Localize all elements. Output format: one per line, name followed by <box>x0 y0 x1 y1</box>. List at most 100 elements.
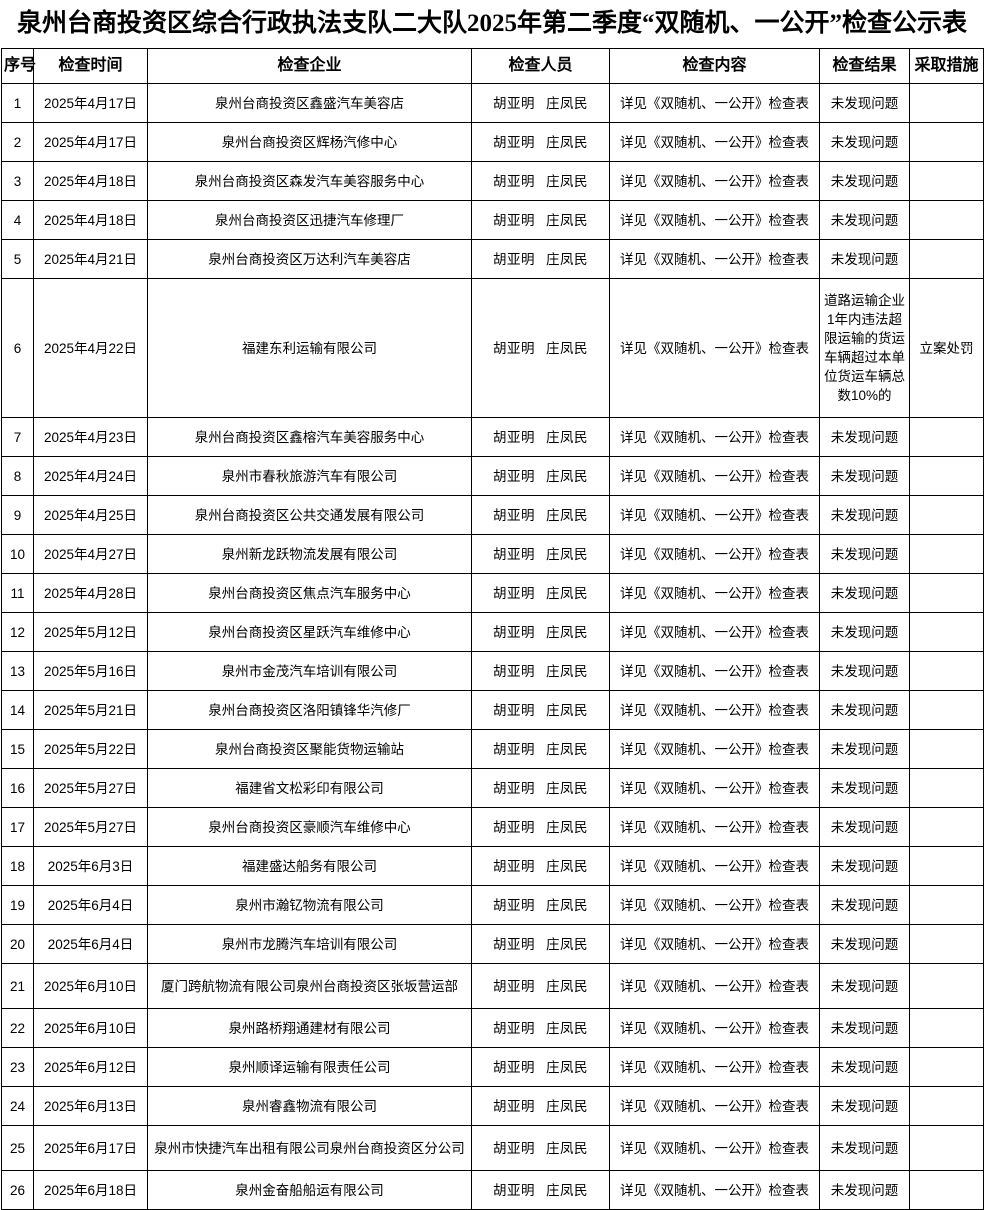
inspector-name-secondary: 庄凤民 <box>546 507 588 523</box>
cell-date: 2025年6月4日 <box>33 885 148 925</box>
inspector-name-secondary: 庄凤民 <box>546 936 588 952</box>
cell-enterprise: 泉州金奋船船运有限公司 <box>147 1170 472 1210</box>
table-row: 24 2025年6月13日 泉州睿鑫物流有限公司 胡亚明 庄凤民 详见《双随机、一公开》检… <box>1 1086 984 1126</box>
table-row: 1 2025年4月17日 泉州台商投资区鑫盛汽车美容店 胡亚明 庄凤民 详见《双随机、一公… <box>1 83 984 123</box>
cell-inspectors: 胡亚明 庄凤民 <box>471 729 610 769</box>
cell-action: 立案处罚 <box>909 278 984 418</box>
cell-enterprise: 泉州台商投资区鑫榕汽车美容服务中心 <box>147 417 472 457</box>
cell-result: 未发现问题 <box>819 200 910 240</box>
cell-enterprise: 泉州新龙跃物流发展有限公司 <box>147 534 472 574</box>
cell-result: 未发现问题 <box>819 83 910 123</box>
inspector-name-secondary: 庄凤民 <box>546 251 588 267</box>
cell-content: 详见《双随机、一公开》检查表 <box>609 122 820 162</box>
inspector-name-secondary: 庄凤民 <box>546 858 588 874</box>
cell-content: 详见《双随机、一公开》检查表 <box>609 846 820 886</box>
cell-result: 未发现问题 <box>819 885 910 925</box>
inspector-name-primary: 胡亚明 <box>493 741 535 757</box>
cell-inspectors: 胡亚明 庄凤民 <box>471 239 610 279</box>
cell-date: 2025年6月13日 <box>33 1086 148 1126</box>
col-header-action: 采取措施 <box>909 48 984 84</box>
cell-index: 9 <box>1 495 34 535</box>
cell-enterprise: 泉州台商投资区森发汽车美容服务中心 <box>147 161 472 201</box>
cell-date: 2025年4月27日 <box>33 534 148 574</box>
inspector-name-primary: 胡亚明 <box>493 173 535 189</box>
inspector-name-primary: 胡亚明 <box>493 936 535 952</box>
inspector-name-secondary: 庄凤民 <box>546 1140 588 1156</box>
inspector-name-secondary: 庄凤民 <box>546 1020 588 1036</box>
inspector-name-primary: 胡亚明 <box>493 702 535 718</box>
cell-result: 未发现问题 <box>819 963 910 1009</box>
cell-index: 16 <box>1 768 34 808</box>
cell-action <box>909 612 984 652</box>
cell-inspectors: 胡亚明 庄凤民 <box>471 1047 610 1087</box>
inspector-name-secondary: 庄凤民 <box>546 897 588 913</box>
cell-inspectors: 胡亚明 庄凤民 <box>471 83 610 123</box>
inspector-name-primary: 胡亚明 <box>493 251 535 267</box>
table-row: 7 2025年4月23日 泉州台商投资区鑫榕汽车美容服务中心 胡亚明 庄凤民 详见《双随机… <box>1 417 984 457</box>
table-row: 8 2025年4月24日 泉州市春秋旅游汽车有限公司 胡亚明 庄凤民 详见《双随机、一公开… <box>1 456 984 496</box>
cell-index: 4 <box>1 200 34 240</box>
cell-action <box>909 1170 984 1210</box>
cell-result: 未发现问题 <box>819 612 910 652</box>
cell-enterprise: 泉州市瀚钇物流有限公司 <box>147 885 472 925</box>
cell-inspectors: 胡亚明 庄凤民 <box>471 495 610 535</box>
cell-content: 详见《双随机、一公开》检查表 <box>609 534 820 574</box>
cell-action <box>909 1125 984 1171</box>
cell-content: 详见《双随机、一公开》检查表 <box>609 963 820 1009</box>
cell-content: 详见《双随机、一公开》检查表 <box>609 456 820 496</box>
cell-index: 18 <box>1 846 34 886</box>
cell-index: 25 <box>1 1125 34 1171</box>
cell-index: 8 <box>1 456 34 496</box>
inspector-name-secondary: 庄凤民 <box>546 468 588 484</box>
cell-action <box>909 1086 984 1126</box>
inspector-name-secondary: 庄凤民 <box>546 95 588 111</box>
cell-inspectors: 胡亚明 庄凤民 <box>471 573 610 613</box>
inspector-name-primary: 胡亚明 <box>493 134 535 150</box>
cell-date: 2025年4月18日 <box>33 200 148 240</box>
cell-result: 未发现问题 <box>819 1008 910 1048</box>
cell-enterprise: 泉州台商投资区豪顺汽车维修中心 <box>147 807 472 847</box>
cell-inspectors: 胡亚明 庄凤民 <box>471 278 610 418</box>
table-row: 18 2025年6月3日 福建盛达船务有限公司 胡亚明 庄凤民 详见《双随机、一公开》检查… <box>1 846 984 886</box>
cell-action <box>909 729 984 769</box>
cell-inspectors: 胡亚明 庄凤民 <box>471 1008 610 1048</box>
inspector-name-primary: 胡亚明 <box>493 468 535 484</box>
cell-enterprise: 泉州台商投资区鑫盛汽车美容店 <box>147 83 472 123</box>
cell-date: 2025年5月27日 <box>33 807 148 847</box>
cell-date: 2025年6月12日 <box>33 1047 148 1087</box>
inspector-name-secondary: 庄凤民 <box>546 546 588 562</box>
inspector-name-primary: 胡亚明 <box>493 1098 535 1114</box>
col-header-index: 序号 <box>1 48 36 84</box>
cell-result: 未发现问题 <box>819 729 910 769</box>
cell-content: 详见《双随机、一公开》检查表 <box>609 239 820 279</box>
cell-action <box>909 768 984 808</box>
cell-enterprise: 福建省文松彩印有限公司 <box>147 768 472 808</box>
table-row: 25 2025年6月17日 泉州市快捷汽车出租有限公司泉州台商投资区分公司 胡亚明 庄凤… <box>1 1125 984 1171</box>
inspector-name-primary: 胡亚明 <box>493 1059 535 1075</box>
table-row: 11 2025年4月28日 泉州台商投资区焦点汽车服务中心 胡亚明 庄凤民 详见《双随机、… <box>1 573 984 613</box>
cell-enterprise: 泉州市快捷汽车出租有限公司泉州台商投资区分公司 <box>147 1125 472 1171</box>
cell-result: 未发现问题 <box>819 239 910 279</box>
table-row: 3 2025年4月18日 泉州台商投资区森发汽车美容服务中心 胡亚明 庄凤民 详见《双随机… <box>1 161 984 201</box>
cell-inspectors: 胡亚明 庄凤民 <box>471 200 610 240</box>
cell-result: 未发现问题 <box>819 417 910 457</box>
inspector-name-secondary: 庄凤民 <box>546 585 588 601</box>
cell-date: 2025年6月18日 <box>33 1170 148 1210</box>
inspector-name-secondary: 庄凤民 <box>546 702 588 718</box>
cell-action <box>909 1047 984 1087</box>
cell-inspectors: 胡亚明 庄凤民 <box>471 1086 610 1126</box>
cell-content: 详见《双随机、一公开》检查表 <box>609 573 820 613</box>
cell-action <box>909 83 984 123</box>
cell-inspectors: 胡亚明 庄凤民 <box>471 963 610 1009</box>
cell-action <box>909 963 984 1009</box>
cell-result: 未发现问题 <box>819 1170 910 1210</box>
cell-inspectors: 胡亚明 庄凤民 <box>471 612 610 652</box>
cell-index: 7 <box>1 417 34 457</box>
cell-index: 26 <box>1 1170 34 1210</box>
inspector-name-secondary: 庄凤民 <box>546 212 588 228</box>
cell-action <box>909 122 984 162</box>
cell-content: 详见《双随机、一公开》检查表 <box>609 729 820 769</box>
cell-content: 详见《双随机、一公开》检查表 <box>609 612 820 652</box>
cell-index: 20 <box>1 924 34 964</box>
